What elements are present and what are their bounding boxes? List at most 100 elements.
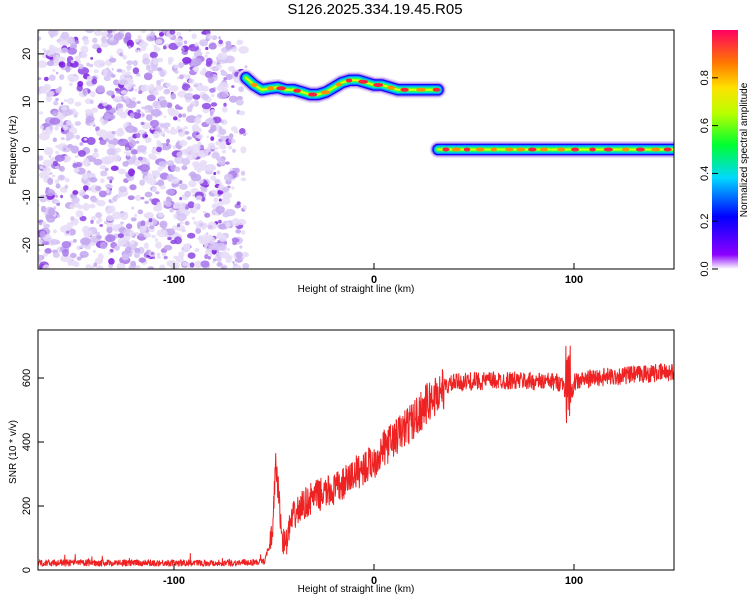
noise-speck <box>169 261 175 267</box>
noise-speck <box>199 160 208 166</box>
noise-speck <box>137 156 143 161</box>
noise-speck <box>85 30 95 34</box>
noise-speck <box>70 78 75 83</box>
noise-speck <box>42 240 45 244</box>
noise-speck <box>54 126 59 131</box>
noise-speck <box>136 47 141 51</box>
noise-speck <box>65 131 74 140</box>
noise-speck <box>195 134 199 138</box>
noise-speck <box>153 256 156 260</box>
noise-speck <box>182 57 192 64</box>
ridge-hotspot <box>490 147 497 152</box>
noise-speck <box>54 178 60 185</box>
spectrogram-y-tick-label: -20 <box>21 237 33 253</box>
noise-speck <box>138 41 149 49</box>
noise-speck <box>134 194 142 202</box>
noise-speck <box>67 125 72 128</box>
noise-speck <box>96 265 104 269</box>
noise-speck <box>90 91 96 98</box>
noise-speck <box>86 75 93 82</box>
noise-speck <box>105 183 112 189</box>
ridge-layer <box>237 69 674 158</box>
noise-speck <box>67 97 75 105</box>
noise-speck <box>188 78 195 84</box>
noise-speck <box>137 209 144 215</box>
noise-speck <box>48 155 52 158</box>
noise-speck <box>170 93 177 100</box>
noise-speck <box>172 116 178 121</box>
noise-speck <box>46 60 54 67</box>
noise-speck <box>210 102 218 107</box>
noise-speck <box>88 187 92 191</box>
noise-speck <box>125 71 131 76</box>
noise-speck <box>163 115 167 119</box>
noise-speck <box>102 69 108 77</box>
noise-speck <box>213 197 219 203</box>
noise-speck <box>238 110 245 116</box>
noise-speck <box>152 90 160 96</box>
noise-speck <box>178 113 183 118</box>
spectrogram-x-label: Height of straight line (km) <box>298 284 415 295</box>
noise-speck <box>122 161 129 167</box>
noise-speck <box>215 205 226 214</box>
noise-speck <box>77 204 84 210</box>
noise-speck <box>218 223 227 230</box>
noise-speck <box>195 227 202 234</box>
noise-speck <box>143 72 153 81</box>
ridge-hotspot <box>505 147 514 152</box>
noise-speck <box>77 80 84 87</box>
noise-speck <box>219 251 230 259</box>
noise-speck <box>59 165 65 172</box>
noise-speck <box>128 253 133 257</box>
noise-speck <box>38 91 42 95</box>
snr-x-label: Height of straight line (km) <box>298 584 415 595</box>
noise-speck <box>163 88 170 95</box>
noise-speck <box>124 211 128 216</box>
noise-speck <box>157 57 164 63</box>
noise-speck <box>49 90 55 97</box>
noise-speck <box>130 217 137 222</box>
noise-speck <box>207 221 217 230</box>
noise-speck <box>40 205 47 213</box>
noise-speck <box>194 42 199 47</box>
noise-speck <box>100 178 105 184</box>
noise-speck <box>131 96 137 102</box>
noise-speck <box>232 261 235 264</box>
noise-speck <box>89 99 94 105</box>
noise-speck <box>113 33 123 41</box>
noise-speck <box>42 264 50 269</box>
noise-speck <box>38 60 48 69</box>
noise-speck <box>174 104 180 110</box>
noise-speck <box>205 236 216 244</box>
noise-speck <box>118 168 127 175</box>
noise-speck <box>63 98 68 103</box>
noise-speck <box>197 149 209 158</box>
noise-speck <box>191 123 200 132</box>
ridge-hotspot <box>250 82 258 87</box>
noise-speck <box>38 155 44 161</box>
noise-speck <box>213 204 217 208</box>
noise-speck <box>144 131 147 135</box>
noise-speck <box>45 126 51 132</box>
noise-speck <box>52 137 58 143</box>
noise-speck <box>198 235 204 241</box>
noise-speck <box>91 215 96 221</box>
noise-speck <box>67 47 78 55</box>
noise-speck <box>197 133 204 140</box>
noise-speck <box>178 62 184 69</box>
noise-speck <box>62 155 72 162</box>
ridge-hotspot <box>345 78 353 83</box>
noise-speck <box>72 190 79 195</box>
noise-speck <box>86 62 90 67</box>
noise-speck <box>100 100 104 104</box>
noise-speck <box>212 146 216 150</box>
noise-speck <box>166 160 175 167</box>
noise-speck <box>231 46 238 53</box>
snr-y-tick-label: 200 <box>21 497 33 515</box>
noise-speck <box>150 251 155 255</box>
noise-speck <box>61 47 69 54</box>
noise-speck <box>166 138 171 144</box>
noise-speck <box>152 58 159 65</box>
noise-speck <box>124 151 127 154</box>
noise-speck <box>55 183 61 189</box>
